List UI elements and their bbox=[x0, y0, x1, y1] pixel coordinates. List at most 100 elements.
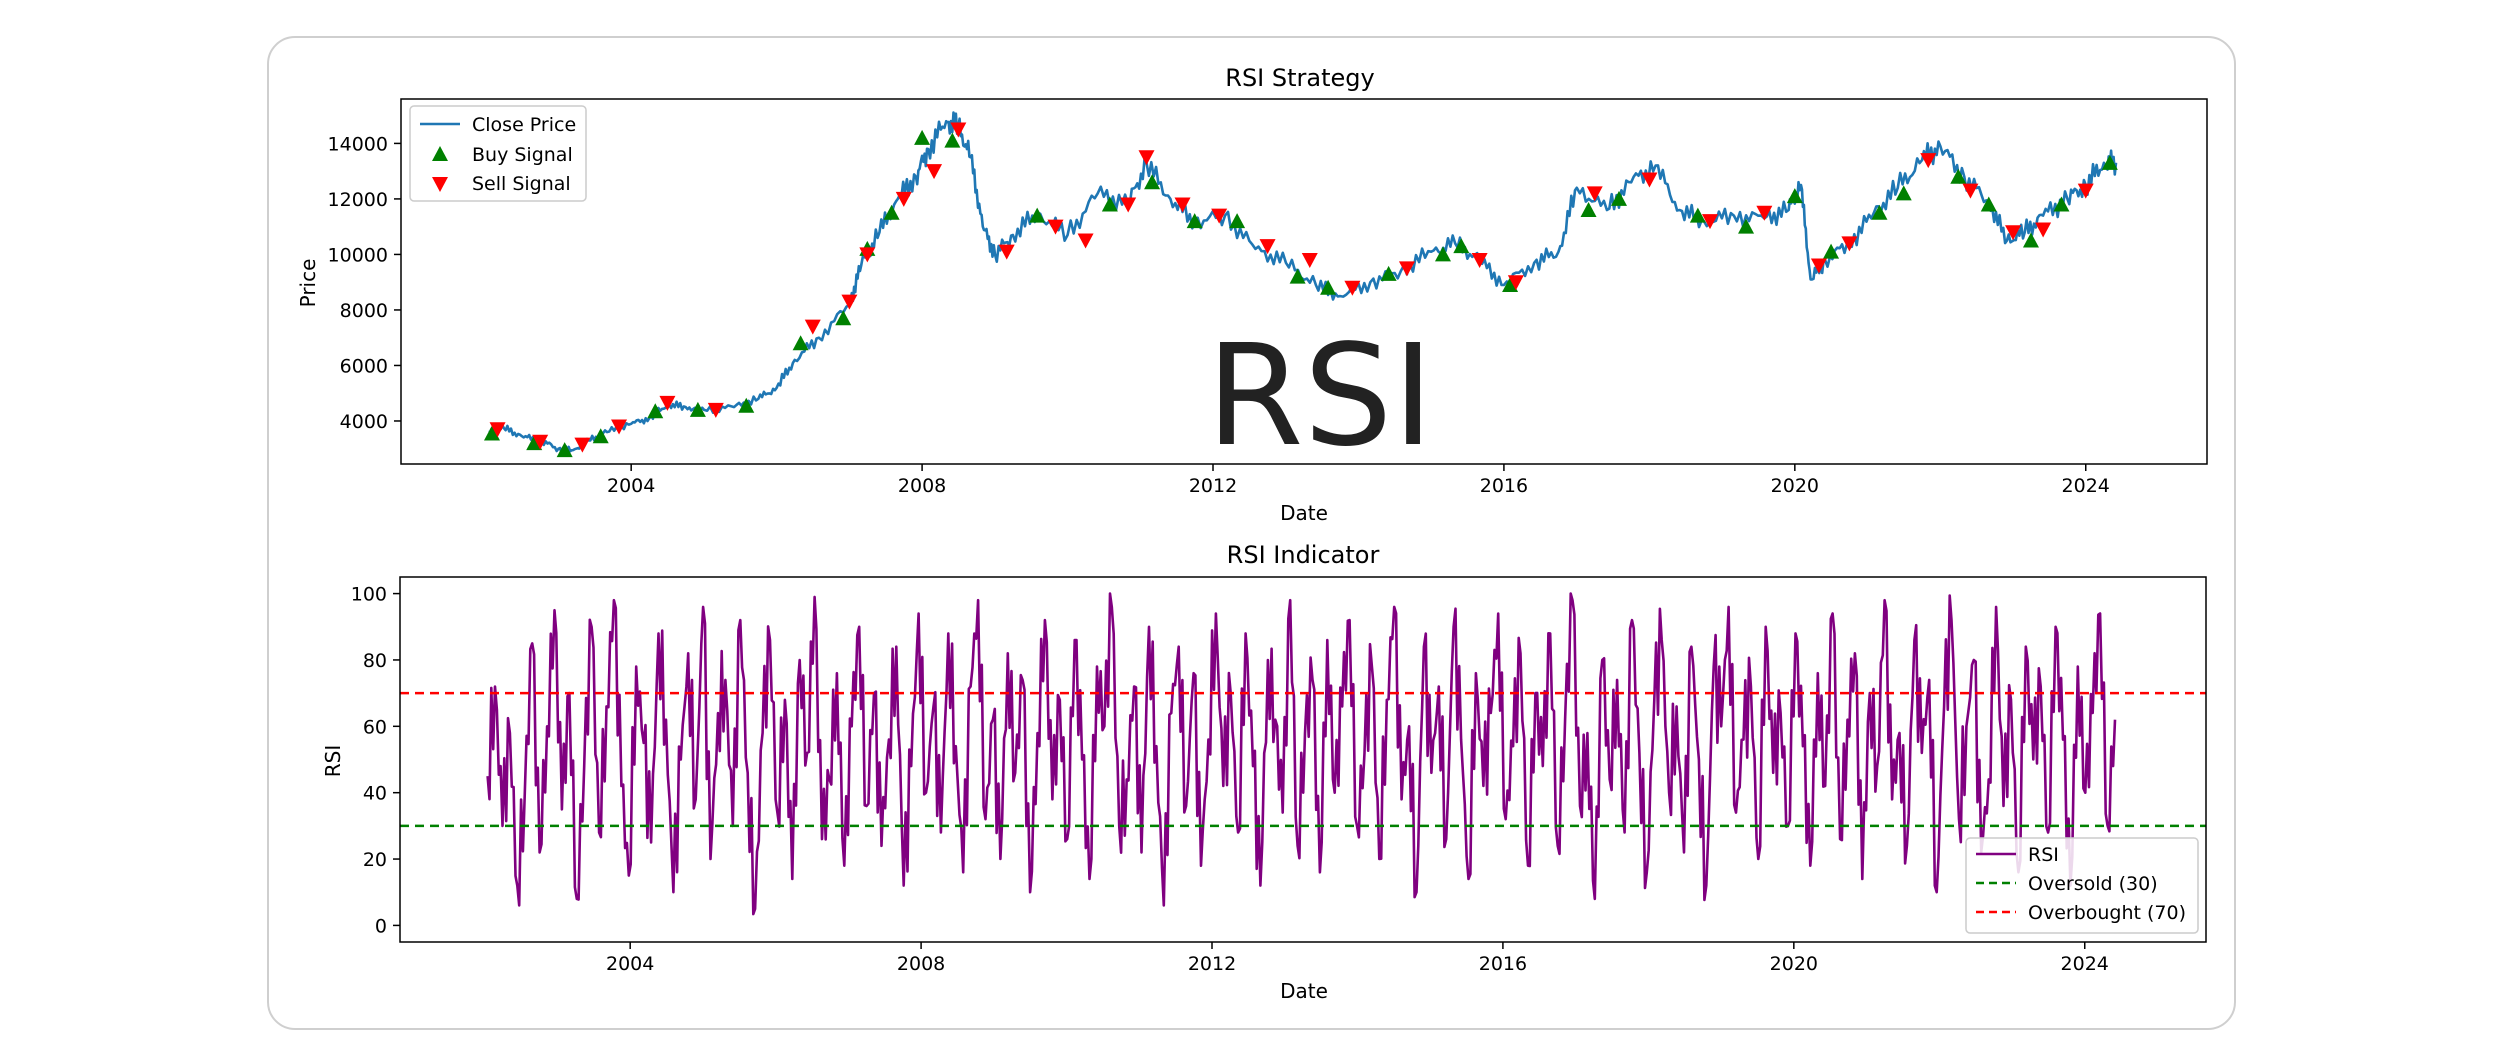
price-panel: RSI Strategy 2004 2008 2012 2016 2020 2024 40… bbox=[296, 64, 2208, 525]
buy-signal-marker bbox=[914, 129, 931, 145]
sell-signal-marker bbox=[1920, 153, 1937, 169]
buy-signal-marker bbox=[1950, 168, 1967, 184]
buy-signal-marker bbox=[1738, 218, 1755, 234]
rsi-legend-box bbox=[1965, 837, 2199, 934]
sell-signal-marker bbox=[1047, 219, 1064, 235]
rsi-plot-area bbox=[400, 592, 2206, 916]
buy-signal-marker bbox=[835, 310, 852, 326]
rsi-chart-title: RSI Indicator bbox=[1227, 541, 1380, 569]
sell-signal-marker bbox=[2005, 225, 2022, 241]
price-x-tick-label: 2020 bbox=[1771, 475, 1819, 497]
sell-signal-marker bbox=[532, 434, 549, 450]
buy-signal-marker bbox=[883, 204, 900, 220]
buy-signal-marker bbox=[1502, 276, 1519, 292]
buy-signal-marker bbox=[792, 335, 809, 351]
sell-signal-marker bbox=[1120, 197, 1137, 213]
rsi-x-tick-label: 2016 bbox=[1479, 953, 1527, 975]
close-price-line bbox=[488, 111, 2118, 454]
price-y-tick-label: 14000 bbox=[328, 133, 388, 155]
price-y-tick-label: 10000 bbox=[328, 244, 388, 266]
sell-signal-marker bbox=[707, 402, 724, 418]
buy-signal-marker bbox=[1580, 202, 1597, 218]
sell-signal-marker bbox=[1211, 208, 1228, 224]
buy-signal-marker bbox=[1289, 268, 1306, 284]
sell-signal-marker bbox=[1077, 233, 1094, 249]
price-y-tick-label: 4000 bbox=[340, 411, 388, 433]
sell-signal-marker bbox=[1398, 261, 1415, 277]
price-legend-box bbox=[409, 105, 587, 202]
sell-signal-marker bbox=[950, 122, 967, 138]
rsi-y-tick-label: 20 bbox=[363, 849, 387, 871]
buy-signal-marker bbox=[1144, 174, 1161, 190]
buy-signal-marker bbox=[1186, 213, 1203, 229]
price-legend: Close Price Buy Signal Sell Signal bbox=[409, 105, 587, 202]
sell-signal-marker bbox=[926, 164, 943, 180]
sell-signal-marker bbox=[1641, 172, 1658, 188]
buy-signal-marker bbox=[944, 132, 961, 148]
rsi-y-axis-label: RSI bbox=[321, 745, 345, 778]
legend-sell-signal-marker bbox=[432, 177, 448, 192]
price-y-ticks: 4000 6000 8000 10000 12000 14000 bbox=[328, 133, 401, 433]
legend-overbought-label: Overbought (70) bbox=[2028, 902, 2186, 924]
rsi-x-tick-label: 2024 bbox=[2061, 953, 2109, 975]
rsi-legend: RSI Oversold (30) Overbought (70) bbox=[1965, 837, 2199, 934]
rsi-watermark: RSI bbox=[1206, 315, 1433, 478]
buy-signal-marker bbox=[647, 403, 664, 419]
buy-signal-marker bbox=[2022, 232, 2039, 248]
price-chart-title: RSI Strategy bbox=[1225, 64, 1374, 92]
sell-signal-marker bbox=[2077, 183, 2094, 199]
buy-signal-marker bbox=[738, 397, 755, 413]
buy-signal-marker bbox=[592, 428, 609, 444]
rsi-x-axis-label: Date bbox=[1280, 979, 1328, 1003]
price-x-ticks: 2004 2008 2012 2016 2020 2024 bbox=[607, 464, 2110, 497]
price-y-axis-label: Price bbox=[296, 259, 320, 308]
sell-signal-marker bbox=[1810, 258, 1827, 274]
sell-signal-marker bbox=[1138, 150, 1155, 166]
rsi-panel: RSI Indicator 2004 2008 2012 2016 2020 2024 0… bbox=[321, 541, 2207, 1003]
legend-oversold-label: Oversold (30) bbox=[2028, 873, 2158, 895]
sell-signal-marker bbox=[1586, 186, 1603, 202]
buy-signal-marker bbox=[1895, 185, 1912, 201]
legend-buy-signal-marker bbox=[432, 146, 448, 161]
buy-signal-marker bbox=[1980, 196, 1997, 212]
sell-signal-marker bbox=[2035, 222, 2052, 238]
buy-signal-marker bbox=[1320, 279, 1337, 295]
sell-signal-marker bbox=[574, 437, 591, 453]
sell-signal-marker bbox=[611, 419, 628, 435]
legend-buy-signal-label: Buy Signal bbox=[472, 144, 573, 166]
price-x-tick-label: 2008 bbox=[898, 475, 946, 497]
sell-signal-marker bbox=[1841, 236, 1858, 252]
rsi-x-tick-label: 2020 bbox=[1770, 953, 1818, 975]
rsi-x-tick-label: 2004 bbox=[606, 953, 654, 975]
sell-signal-marker bbox=[841, 294, 858, 310]
price-series-group bbox=[483, 111, 2118, 458]
buy-signal-marker bbox=[1229, 213, 1246, 229]
buy-signal-marker bbox=[483, 425, 500, 441]
price-x-tick-label: 2012 bbox=[1189, 475, 1237, 497]
buy-signal-marker bbox=[689, 401, 706, 417]
rsi-y-tick-label: 0 bbox=[375, 915, 387, 937]
price-plot-frame bbox=[400, 98, 2208, 465]
legend-rsi-label: RSI bbox=[2028, 844, 2059, 866]
rsi-series-group bbox=[486, 592, 2117, 916]
sell-signal-marker bbox=[804, 319, 821, 335]
rsi-x-tick-label: 2008 bbox=[897, 953, 945, 975]
price-y-tick-label: 6000 bbox=[340, 355, 388, 377]
price-x-tick-label: 2004 bbox=[607, 475, 655, 497]
price-x-axis-label: Date bbox=[1280, 501, 1328, 525]
buy-signal-marker bbox=[1786, 188, 1803, 204]
buy-signal-marker bbox=[556, 442, 573, 458]
sell-signal-marker bbox=[1702, 214, 1719, 230]
sell-signal-marker bbox=[1344, 280, 1361, 296]
price-y-tick-label: 12000 bbox=[328, 189, 388, 211]
rsi-line bbox=[486, 592, 2117, 916]
sell-signal-marker bbox=[1174, 197, 1191, 213]
buy-signal-marker bbox=[1611, 190, 1628, 206]
rsi-y-ticks: 0 20 40 60 80 100 bbox=[351, 584, 400, 937]
sell-signal-marker bbox=[859, 247, 876, 263]
buy-signal-marker bbox=[2053, 196, 2070, 212]
rsi-plot-frame bbox=[399, 576, 2207, 943]
sell-signal-marker bbox=[1756, 205, 1773, 221]
price-plot-area bbox=[483, 111, 2118, 458]
price-x-tick-label: 2016 bbox=[1480, 475, 1528, 497]
